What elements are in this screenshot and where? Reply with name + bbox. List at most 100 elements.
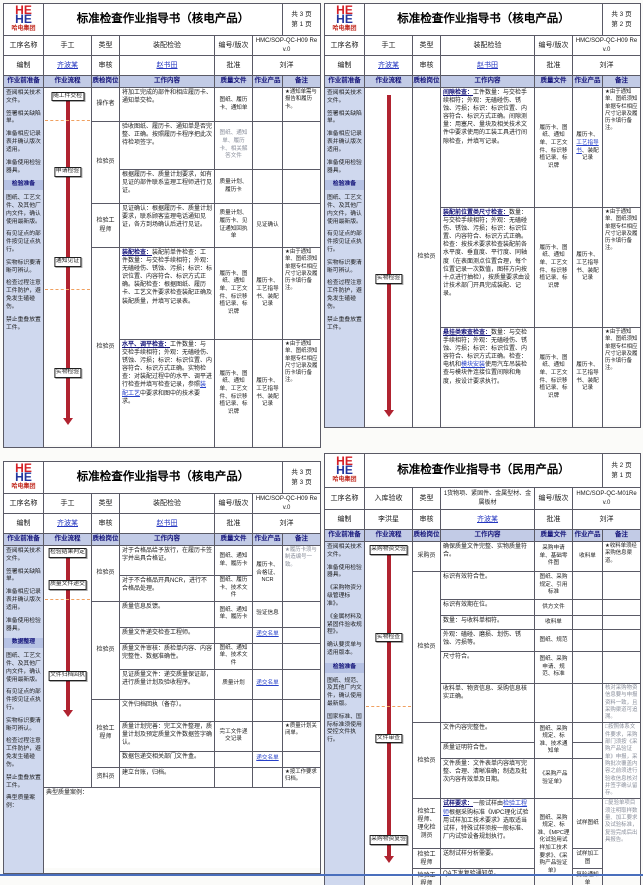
type-value: 装配检验	[119, 493, 215, 514]
work-content-cell: 装配检查：装配前单件检查：工件数量：与交检手续相符；外观：无磕碰伤、锈蚀、污损；…	[119, 247, 215, 340]
remark-cell	[282, 600, 321, 628]
column-header: 质量文件	[534, 75, 573, 88]
prep-paragraph: 实物标识要清晰可辨认。	[327, 259, 362, 274]
prep-paragraph: 查阅相关技术文件。	[327, 90, 362, 104]
approved-value: 刘洋	[252, 513, 321, 534]
prep-paragraph: 查阅相关技术文件。	[327, 544, 362, 558]
work-instruction-table-4: HE HE 哈电集团 标准检查作业指导书（民用产品） 共 2 页第 1 页 工序名…	[324, 453, 641, 885]
qc-position-cell: 检验员	[91, 600, 120, 700]
company-name: 哈电集团	[11, 484, 36, 491]
work-content-cell: 尺寸符合。	[440, 651, 535, 684]
doc-link[interactable]: 工艺指导书	[576, 139, 599, 154]
column-header: 备注	[602, 529, 641, 542]
cell-text: ★质量计划关闭单。	[285, 722, 317, 736]
reviewed-value: 赵书田	[119, 513, 215, 534]
doc-link[interactable]: 装配工艺	[122, 382, 207, 397]
cell-text: 资料员	[96, 774, 115, 781]
cell-text: ★履历卡须与制造编号一致。	[285, 547, 317, 568]
cell-text: 工件数量：与交检手续相符；外观：无磕碰伤、锈蚀、污损；标识：标识位置、内容符合、…	[122, 342, 213, 389]
prepared-label: 编制	[324, 55, 365, 76]
prep-paragraph: 签署相关缺陷单。	[6, 110, 41, 125]
work-content-cell: 间隙检查：工件数量：与交检手续相符；外观：无磕碰伤、锈蚀、污损；标识：标识位置、…	[440, 87, 535, 208]
qc-position-cell: 检验员	[91, 545, 120, 602]
company-logo: HE HE 哈电集团	[324, 3, 365, 36]
company-name: 哈电集团	[332, 26, 357, 33]
work-content-cell: QA下发复验通知单。	[440, 868, 535, 885]
flow-step-box: 采购物资复验	[369, 834, 408, 845]
cell-text: 图纸、采购规定、引用标准	[539, 574, 568, 596]
prep-paragraph: 准备相应记录表并确认版次适用。	[327, 131, 362, 153]
prep-paragraph: 国家标准、国际标准须使用受控文件执行。	[327, 713, 362, 744]
flow-step-box: 文件审查	[374, 733, 403, 744]
cell-text: 质量文件递交检查工程师。	[122, 629, 195, 636]
cell-text: ★由于通知单、图纸须知单据专栏相应尺寸记录及履历卡填行备注。	[605, 89, 638, 132]
type-value: 1货物项、紧固件、金属型材、金属板材	[440, 487, 535, 510]
column-header: 工作内容	[119, 533, 215, 546]
work-content-cell: 装配前位置类尺寸检查：数量：与交检手续相符；外观：无磕碰伤、锈蚀、污损；标识：标…	[440, 207, 535, 328]
approved-value: 刘洋	[572, 55, 641, 76]
work-product-cell: 履历卡、工艺指导书、装配记录	[572, 207, 603, 328]
cell-text: 典型质量案例：	[46, 789, 89, 796]
document-page-3: HE HE 哈电集团 标准检查作业指导书（核电产品） 共 3 页第 3 页 工序名…	[3, 461, 321, 874]
doc-link[interactable]: 检验工程师	[443, 801, 528, 816]
flow-column: 检验结果判定 质量文件递交 文件归档回执	[43, 545, 92, 788]
prep-paragraph: 准备相应记录表并确认版次适用。	[6, 131, 41, 153]
work-product-cell	[252, 169, 283, 204]
prep-column: 查阅相关技术文件。 准备使用检验器具。 《采购物资分级管理标准》。 《金属材料及紧固件…	[324, 540, 365, 885]
prep-paragraph: 检查过程注意工件防护，避免发生磕碰伤。	[6, 738, 41, 768]
prep-paragraph: 准备使用检验器具。	[6, 617, 41, 632]
cell-text: 核对采购物资信息要与申报资料一致，且采购渠道可追溯。	[605, 685, 638, 721]
work-product-cell: 履历卡、工艺指导书、装配记录	[572, 327, 603, 428]
column-header: 作业前准备	[324, 75, 365, 88]
work-product-cell	[572, 629, 603, 652]
work-product-cell	[572, 722, 603, 744]
quality-file-cell: 图纸、规范	[534, 629, 573, 652]
quality-file-cell: 履历卡、图纸、通知单、工艺文件、标识移植记录、标识牌	[534, 207, 573, 328]
work-content-cell: 对于不合格品开具NCR，进行不合格品处理。	[119, 575, 215, 602]
column-header: 作业流程	[43, 533, 92, 546]
quality-file-cell: 图纸、履历卡、通知单	[214, 87, 253, 122]
reviewed-label: 审核	[91, 55, 120, 76]
quality-file-cell: 图纸、采购规定、标准、《MPC理化试验用试样加工技术要求》、《采购产品验证单》	[534, 798, 573, 885]
type-label: 类型	[91, 35, 120, 56]
cell-text: 检验工程师	[96, 726, 115, 741]
cell-text: 质量计划完善：完工文件整理，质量计划及预定质量文件数据签字确认。	[122, 723, 213, 746]
cell-text: 履历卡、图纸、通知单、工艺文件、标识移植记录、标识牌	[539, 124, 568, 169]
work-instruction-table-3: HE HE 哈电集团 标准检查作业指导书（核电产品） 共 3 页第 3 页 工序名…	[3, 461, 321, 874]
doc-link[interactable]: 递交名单	[256, 680, 279, 687]
flow-step-box: 文件归档回执	[48, 671, 87, 681]
doc-link[interactable]: 递交名单	[256, 631, 279, 638]
type-label: 类型	[91, 493, 120, 514]
quality-file-cell	[214, 766, 253, 788]
column-header: 工作内容	[440, 75, 535, 88]
work-product-cell: 递交名单	[252, 668, 283, 700]
work-content-cell: 质量计划完善：完工文件整理，质量计划及预定质量文件数据签字确认。	[119, 720, 215, 752]
qc-position-cell: 操作者	[91, 87, 120, 122]
work-product-cell: 见证确认	[252, 203, 283, 248]
column-header: 作业前准备	[324, 529, 365, 542]
remark-cell	[602, 571, 641, 600]
qc-position-cell: 采购员	[412, 541, 441, 572]
doc-title: 标准检查作业指导书（民用产品）	[364, 453, 603, 488]
cell-text: 数据包递交相关部门文件盒。	[122, 753, 201, 760]
remark-cell	[282, 626, 321, 644]
remark-cell: ★由于通知单、图纸须知单据专栏相应尺寸记录及履历卡填行备注。	[282, 339, 321, 448]
approved-value: 刘洋	[572, 509, 641, 530]
cell-text: ★按工作要求归档。	[285, 768, 317, 782]
number-value: HMC/SOP-QC-M01Rev.0	[572, 487, 641, 510]
cell-text: 将加工完成的部件和相应履历卡、通知单交检。	[122, 90, 213, 105]
qc-position-cell: 资料员	[91, 766, 120, 788]
doc-link[interactable]: 递交名单	[256, 755, 279, 762]
cell-text: 收料单、物资信息、采购信息核实正确。	[443, 686, 528, 701]
qc-position-cell: 检验员	[412, 722, 441, 800]
flow-step-box: 申请检验	[53, 166, 82, 177]
doc-title: 标准检查作业指导书（核电产品）	[43, 461, 283, 494]
cell-text: ★由于通知单、图纸须知单据专栏相应尺寸记录及履历卡填行备注。	[605, 329, 638, 372]
reviewed-label: 审核	[412, 55, 441, 76]
cell-text: 根据履历卡、质量计划要求，如有见证的部件联系监理工程师进行见证。	[122, 172, 213, 195]
cell-text: 建立台账，归档。	[122, 769, 171, 776]
type-label: 类型	[412, 35, 441, 56]
qc-position-cell: 检验员	[91, 247, 120, 448]
doc-link[interactable]: 模块安装	[461, 362, 486, 369]
